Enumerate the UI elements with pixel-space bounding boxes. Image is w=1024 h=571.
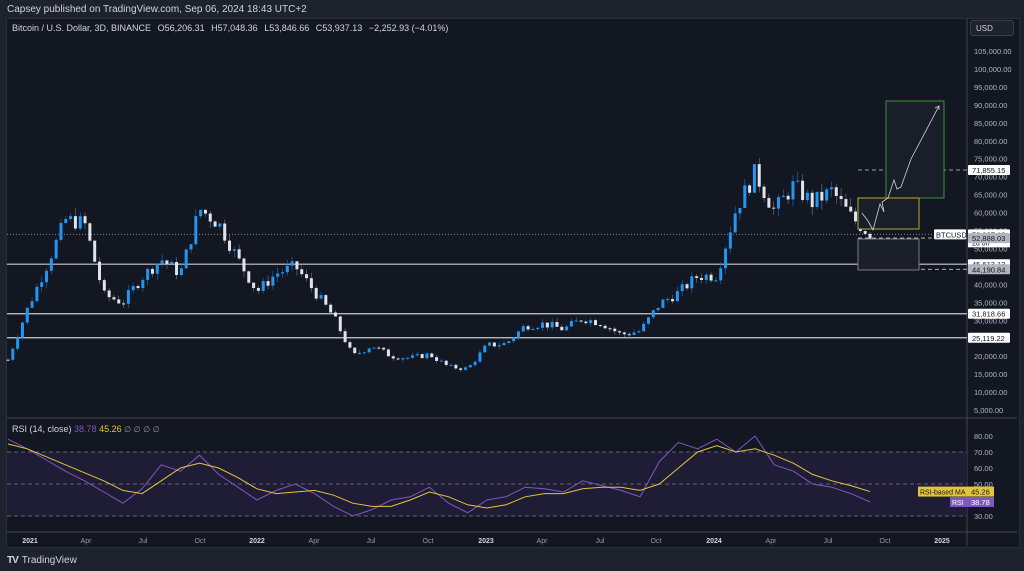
svg-text:105,000.00: 105,000.00 xyxy=(974,47,1012,56)
rsi-line xyxy=(7,435,871,517)
svg-text:2021: 2021 xyxy=(22,538,38,545)
svg-text:31,818.66: 31,818.66 xyxy=(972,310,1005,319)
svg-text:70,000.00: 70,000.00 xyxy=(974,173,1007,182)
rsi-axis[interactable]: 80.00 70.00 60.00 50.00 30.00 RSI-based MA 45.… xyxy=(918,432,994,521)
svg-text:70.00: 70.00 xyxy=(974,448,993,457)
ohlc-open: O56,206.31 xyxy=(157,23,205,33)
svg-text:100,000.00: 100,000.00 xyxy=(974,65,1012,74)
svg-text:15,000.00: 15,000.00 xyxy=(974,370,1007,379)
tradingview-logo-icon: TV xyxy=(7,555,19,566)
svg-text:Apr: Apr xyxy=(766,538,778,545)
currency-button[interactable]: USD xyxy=(970,20,1014,36)
symbol-title[interactable]: Bitcoin / U.S. Dollar, 3D, BINANCE xyxy=(12,23,152,33)
rsi-ma-line xyxy=(7,443,871,509)
svg-text:80,000.00: 80,000.00 xyxy=(974,137,1007,146)
svg-text:Apr: Apr xyxy=(537,538,549,545)
svg-text:Jul: Jul xyxy=(596,538,605,545)
candles xyxy=(6,158,872,372)
target-box-green[interactable] xyxy=(885,100,945,199)
rsi-ma-value: 45.26 xyxy=(99,424,122,434)
projection-arrow-path[interactable] xyxy=(861,105,940,232)
svg-text:Jul: Jul xyxy=(139,538,148,545)
empty-value-icon: ∅ xyxy=(143,425,151,434)
svg-text:2d 8h: 2d 8h xyxy=(972,240,990,247)
support-box-grey[interactable] xyxy=(857,238,920,271)
svg-text:25,119.22: 25,119.22 xyxy=(972,334,1005,343)
svg-text:90,000.00: 90,000.00 xyxy=(974,101,1007,110)
projection-annotations[interactable] xyxy=(857,100,945,271)
svg-text:60.00: 60.00 xyxy=(974,464,993,473)
svg-text:2024: 2024 xyxy=(706,538,722,545)
svg-text:Apr: Apr xyxy=(81,538,93,545)
svg-text:75,000.00: 75,000.00 xyxy=(974,155,1007,164)
symbol-legend[interactable]: Bitcoin / U.S. Dollar, 3D, BINANCE O56,2… xyxy=(12,23,452,33)
svg-text:RSI: RSI xyxy=(952,500,964,507)
ohlc-high: H57,048.36 xyxy=(211,23,258,33)
svg-text:85,000.00: 85,000.00 xyxy=(974,119,1007,128)
svg-text:Oct: Oct xyxy=(880,538,891,545)
svg-text:20,000.00: 20,000.00 xyxy=(974,352,1007,361)
svg-text:65,000.00: 65,000.00 xyxy=(974,191,1007,200)
svg-text:Oct: Oct xyxy=(651,538,662,545)
ohlc-change: −2,252.93 (−4.01%) xyxy=(368,23,449,33)
svg-text:60,000.00: 60,000.00 xyxy=(974,209,1007,218)
ohlc-close: C53,937.13 xyxy=(315,23,363,33)
svg-text:50,000.00: 50,000.00 xyxy=(974,244,1007,253)
horizontal-levels[interactable]: 71,855.1553,937.13BTCUSD2d 8h52,888.0345… xyxy=(7,164,1010,343)
empty-value-icon: ∅ xyxy=(133,425,141,434)
time-axis[interactable]: 2021 Apr Jul Oct 2022 Apr Jul Oct 2023 Apr Jul Oct 2… xyxy=(22,538,950,545)
svg-text:38.78: 38.78 xyxy=(971,498,990,507)
svg-text:BTCUSD: BTCUSD xyxy=(936,230,967,239)
svg-text:52,888.03: 52,888.03 xyxy=(972,234,1005,243)
brand-name: TradingView xyxy=(21,555,77,566)
svg-text:Jul: Jul xyxy=(367,538,376,545)
rsi-value: 38.78 xyxy=(74,424,97,434)
svg-text:Oct: Oct xyxy=(195,538,206,545)
svg-text:40,000.00: 40,000.00 xyxy=(974,280,1007,289)
svg-text:35,000.00: 35,000.00 xyxy=(974,298,1007,307)
svg-text:71,855.15: 71,855.15 xyxy=(972,166,1005,175)
svg-text:10,000.00: 10,000.00 xyxy=(974,388,1007,397)
svg-text:50.00: 50.00 xyxy=(974,480,993,489)
svg-text:Apr: Apr xyxy=(309,538,321,545)
svg-text:30,000.00: 30,000.00 xyxy=(974,316,1007,325)
empty-value-icon: ∅ xyxy=(152,425,160,434)
svg-text:30.00: 30.00 xyxy=(974,512,993,521)
svg-text:95,000.00: 95,000.00 xyxy=(974,83,1007,92)
svg-text:5,000.00: 5,000.00 xyxy=(974,406,1003,415)
svg-text:2023: 2023 xyxy=(478,538,494,545)
rsi-title[interactable]: RSI (14, close) xyxy=(12,424,72,434)
svg-text:Oct: Oct xyxy=(423,538,434,545)
svg-text:80.00: 80.00 xyxy=(974,432,993,441)
rsi-legend[interactable]: RSI (14, close) 38.78 45.26 ∅ ∅ ∅ ∅ xyxy=(12,424,160,434)
svg-text:2022: 2022 xyxy=(249,538,265,545)
tradingview-brand[interactable]: TV TradingView xyxy=(7,555,77,566)
rsi-pane[interactable]: 80.00 70.00 60.00 50.00 30.00 RSI-based MA 45.… xyxy=(7,432,994,521)
empty-value-icon: ∅ xyxy=(124,425,132,434)
svg-text:2025: 2025 xyxy=(934,538,950,545)
svg-text:RSI-based MA: RSI-based MA xyxy=(920,490,966,497)
svg-text:45.26: 45.26 xyxy=(971,488,990,497)
ohlc-low: L53,846.66 xyxy=(264,23,310,33)
svg-text:Jul: Jul xyxy=(824,538,833,545)
publisher-line: Capsey published on TradingView.com, Sep… xyxy=(7,4,307,15)
arrow-head-icon xyxy=(934,105,940,110)
consolidation-box-yellow[interactable] xyxy=(857,197,920,230)
svg-text:44,190.84: 44,190.84 xyxy=(972,265,1005,274)
